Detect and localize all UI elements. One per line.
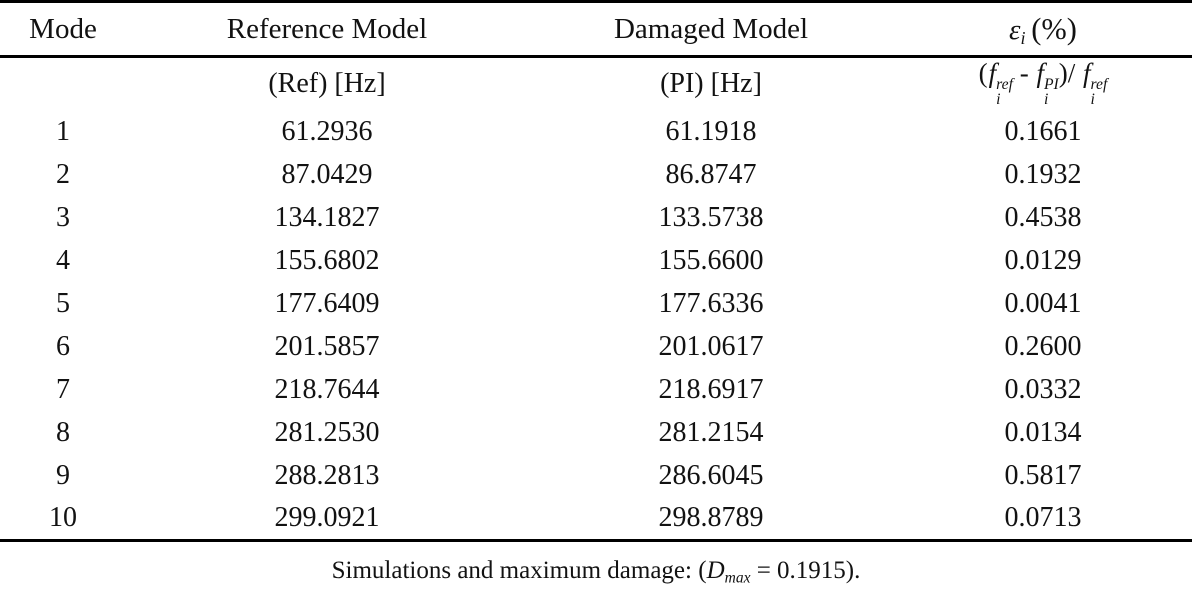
subheader-reference-units: (Ref) [Hz] [268, 68, 386, 99]
damaged-freq-cell: 201.0617 [658, 330, 764, 362]
table-subheader-row: (Ref) [Hz] (PI) [Hz] (f ref i - f PI i)/ f re… [0, 57, 1192, 111]
table-row: 10 299.0921 298.8789 0.0713 [0, 497, 1192, 540]
damaged-freq-cell: 61.1918 [665, 115, 757, 147]
reference-freq-cell: 87.0429 [281, 158, 373, 190]
formula-f1-sup: ref [996, 75, 1013, 93]
reference-freq-cell: 299.0921 [274, 501, 380, 533]
table-row: 5 177.6409 177.6336 0.0041 [0, 282, 1192, 325]
error-percent-cell: 0.5817 [1004, 459, 1082, 491]
damaged-freq-cell: 177.6336 [658, 287, 764, 319]
caption-text-after: = 0.1915). [750, 557, 861, 584]
damaged-freq-cell: 155.6600 [658, 244, 764, 276]
epsilon-unit: (%) [1031, 11, 1077, 46]
error-percent-cell: 0.0134 [1004, 416, 1082, 448]
mode-cell: 7 [56, 373, 70, 405]
formula-minus: - [1012, 58, 1036, 89]
table-caption: Simulations and maximum damage: (Dmax = … [0, 556, 1192, 586]
epsilon-symbol: ε [1009, 13, 1021, 46]
mode-cell: 6 [56, 330, 70, 362]
error-percent-cell: 0.4538 [1004, 201, 1082, 233]
mode-cell: 5 [56, 287, 70, 319]
mode-cell: 1 [56, 115, 70, 147]
formula-f3-base: f [1083, 58, 1091, 89]
damaged-freq-cell: 86.8747 [665, 158, 757, 190]
mode-cell: 4 [56, 244, 70, 276]
mode-cell: 3 [56, 201, 70, 233]
reference-freq-cell: 61.2936 [281, 115, 373, 147]
formula-f2-sup: PI [1043, 75, 1059, 93]
col-header-reference-model: Reference Model [126, 1, 528, 58]
error-percent-cell: 0.0129 [1004, 244, 1082, 276]
mode-cell: 8 [56, 416, 70, 448]
formula-f1-base: f [988, 58, 997, 89]
error-percent-cell: 0.0041 [1004, 287, 1082, 319]
table-row: 2 87.0429 86.8747 0.1932 [0, 153, 1192, 196]
damaged-freq-cell: 218.6917 [658, 373, 764, 405]
reference-freq-cell: 177.6409 [274, 287, 380, 319]
damaged-freq-cell: 286.6045 [658, 459, 764, 491]
table-row: 9 288.2813 286.6045 0.5817 [0, 454, 1192, 497]
formula-close-paren: )/ [1058, 58, 1083, 89]
error-percent-cell: 0.1932 [1004, 158, 1082, 190]
caption-d-subscript: max [724, 569, 751, 587]
reference-freq-cell: 155.6802 [274, 244, 380, 276]
formula-f2-sub: i [1043, 90, 1049, 108]
col-header-mode: Mode [0, 1, 126, 58]
col-header-epsilon: εi (%) [894, 1, 1192, 58]
formula-open-paren: ( [978, 58, 988, 89]
table-row: 6 201.5857 201.0617 0.2600 [0, 325, 1192, 368]
damaged-freq-cell: 298.8789 [658, 501, 764, 533]
modal-frequency-table: Mode Reference Model Damaged Model εi (%… [0, 0, 1192, 542]
epsilon-formula: (f ref i - f PI i)/ f ref i [894, 57, 1192, 111]
table-row: 7 218.7644 218.6917 0.0332 [0, 368, 1192, 411]
formula-f1-sub: i [996, 90, 1001, 108]
table-header-row: Mode Reference Model Damaged Model εi (%… [0, 1, 1192, 58]
error-percent-cell: 0.2600 [1004, 330, 1082, 362]
formula-f2-scripts: PI i [1043, 75, 1059, 108]
subheader-mode-empty [0, 57, 126, 111]
formula-f3-scripts: ref i [1090, 75, 1108, 108]
reference-freq-cell: 288.2813 [274, 459, 380, 491]
col-header-damaged-model: Damaged Model [528, 1, 894, 58]
caption-d-symbol: D [706, 557, 725, 584]
caption-text-before: Simulations and maximum damage: ( [331, 557, 707, 584]
table-row: 4 155.6802 155.6600 0.0129 [0, 239, 1192, 282]
formula-f3-sub: i [1090, 90, 1095, 108]
table-row: 3 134.1827 133.5738 0.4538 [0, 196, 1192, 239]
table-row: 1 61.2936 61.1918 0.1661 [0, 110, 1192, 153]
reference-freq-cell: 134.1827 [274, 201, 380, 233]
reference-freq-cell: 218.7644 [274, 373, 380, 405]
formula-f2-base: f [1036, 58, 1044, 89]
formula-f1-scripts: ref i [996, 75, 1013, 108]
error-percent-cell: 0.0713 [1004, 501, 1082, 533]
damaged-freq-cell: 281.2154 [658, 416, 764, 448]
damaged-freq-cell: 133.5738 [658, 201, 764, 233]
mode-cell: 10 [49, 501, 77, 533]
mode-cell: 2 [56, 158, 70, 190]
epsilon-subscript: i [1020, 27, 1026, 48]
mode-cell: 9 [56, 459, 70, 491]
error-percent-cell: 0.0332 [1004, 373, 1082, 405]
reference-freq-cell: 201.5857 [274, 330, 380, 362]
table-row: 8 281.2530 281.2154 0.0134 [0, 411, 1192, 454]
error-percent-cell: 0.1661 [1004, 115, 1082, 147]
formula-f3-sup: ref [1090, 75, 1108, 93]
subheader-damaged-units: (PI) [Hz] [660, 68, 762, 99]
reference-freq-cell: 281.2530 [274, 416, 380, 448]
